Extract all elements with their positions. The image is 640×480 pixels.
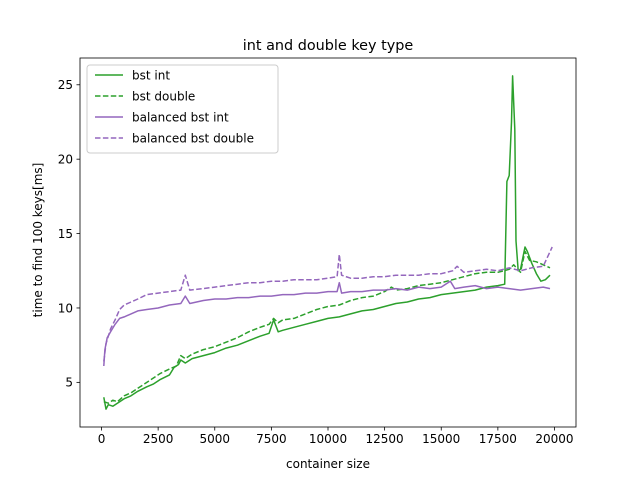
y-tick-label: 15 [58, 227, 73, 241]
legend-label: balanced bst double [132, 131, 254, 145]
legend-box [86, 64, 279, 154]
x-tick-label: 20000 [535, 432, 573, 446]
series-line-3 [103, 280, 551, 367]
series-line-1 [103, 75, 551, 410]
y-axis-label: time to find 100 keys[ms] [31, 163, 45, 318]
x-tick-label: 7500 [256, 432, 287, 446]
y-tick-label: 5 [65, 376, 73, 390]
y-tick-label: 25 [58, 78, 73, 92]
y-tick-label: 20 [58, 152, 73, 166]
legend-label: bst int [132, 68, 170, 82]
plot-area [103, 75, 553, 410]
x-tick-label: 2500 [143, 432, 174, 446]
y-tick-label: 10 [58, 301, 73, 315]
chart-title: int and double key type [243, 38, 414, 54]
x-tick-label: 12500 [366, 432, 404, 446]
series-line-4 [103, 246, 553, 362]
series-line-2 [103, 250, 551, 404]
x-tick-label: 15000 [422, 432, 460, 446]
legend-label: bst double [132, 89, 195, 103]
x-tick-label: 0 [98, 432, 106, 446]
x-tick-label: 5000 [199, 432, 230, 446]
axes: 0 2500 5000 7500 10000 12500 15000 17500 20000 5 1… [58, 57, 577, 446]
x-tick-label: 17500 [479, 432, 517, 446]
x-axis-label: container size [286, 457, 370, 471]
legend-label: balanced bst int [132, 110, 229, 124]
legend: bst int bst double balanced bst int balance… [86, 64, 279, 154]
x-tick-label: 10000 [309, 432, 347, 446]
